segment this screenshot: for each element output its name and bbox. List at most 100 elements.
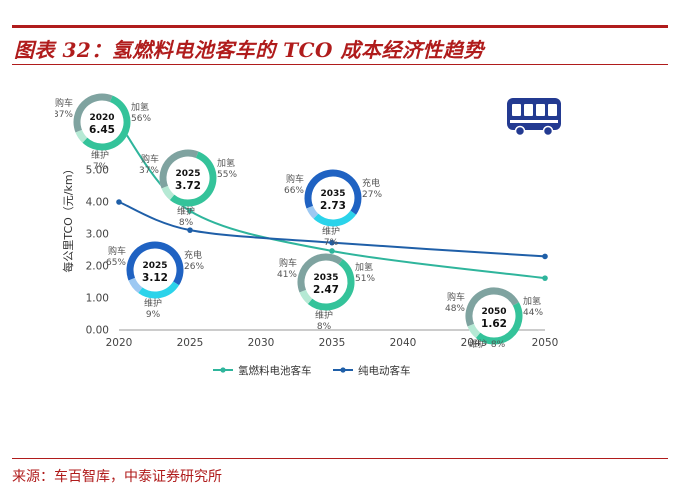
y-axis-label: 每公里TCO（元/km） xyxy=(61,163,75,272)
donut-segment-pct: 7% xyxy=(324,238,339,248)
donut-hole xyxy=(304,169,362,227)
legend-marker xyxy=(340,367,346,373)
bus-icon xyxy=(507,98,561,137)
donut-hole xyxy=(126,241,184,299)
donut-segment-label: 加氢 xyxy=(523,295,541,307)
bus-window xyxy=(524,104,533,116)
bus-stripe xyxy=(510,120,558,123)
donut-segment xyxy=(304,169,362,215)
donut-segment-label: 维护 xyxy=(177,205,195,217)
donut-segment xyxy=(297,253,343,293)
donut-segment-label: 购车 xyxy=(279,257,297,269)
donut-segment xyxy=(467,323,481,338)
donut-value: 1.62 xyxy=(481,318,507,330)
donut-year: 2035 xyxy=(320,189,345,199)
y-tick-label: 0.00 xyxy=(86,325,109,337)
donut-segment-label: 购车 xyxy=(286,173,304,185)
donut-segment xyxy=(73,93,113,133)
legend-label: 纯电动客车 xyxy=(358,364,411,377)
title-rule xyxy=(12,64,668,65)
x-tick-label: 2030 xyxy=(248,337,275,349)
donut-year: 2035 xyxy=(313,273,338,283)
donut-segment-pct: 8% xyxy=(179,218,194,228)
donut-segment-pct: 41% xyxy=(277,270,297,280)
donut-segment-pct: 56% xyxy=(131,114,151,124)
donut-segment-pct: 26% xyxy=(184,262,204,272)
donut-segment-label: 购车 xyxy=(55,97,73,109)
donut-segment xyxy=(475,302,523,345)
donut-segment-label: 充电 xyxy=(184,249,202,261)
donut-segment-pct: 66% xyxy=(284,186,304,196)
donut-value: 2.73 xyxy=(320,200,346,212)
donut-segment-pct: 8% xyxy=(491,340,506,350)
source-note: 来源：车百智库，中泰证券研究所 xyxy=(12,469,222,485)
data-point xyxy=(542,253,548,260)
legend-label: 氢燃料电池客车 xyxy=(238,364,312,377)
donut-segment xyxy=(161,185,175,200)
donut-hole xyxy=(465,287,523,345)
donut-hole xyxy=(297,253,355,311)
donut-segment-pct: 55% xyxy=(217,170,237,180)
donut-segment-label: 购车 xyxy=(141,153,159,165)
bus-wheel xyxy=(542,125,554,137)
donut-segment-label: 维护 xyxy=(469,338,487,350)
donut-segment xyxy=(82,95,131,151)
bus-window xyxy=(512,104,521,116)
donut-segment-pct: 48% xyxy=(445,304,465,314)
donut-segment xyxy=(306,205,319,219)
donut-segment-pct: 9% xyxy=(146,310,161,320)
donut-segment-label: 维护 xyxy=(144,297,162,309)
y-tick-label: 4.00 xyxy=(86,197,109,209)
bus-wheel xyxy=(514,125,526,137)
data-point xyxy=(187,208,193,214)
donut-segment xyxy=(126,241,184,286)
data-point xyxy=(542,275,548,281)
donut-segment-pct: 51% xyxy=(355,274,375,284)
donut-segment-label: 充电 xyxy=(362,177,380,189)
donut-value: 3.72 xyxy=(175,180,201,192)
y-tick-label: 3.00 xyxy=(86,229,109,241)
donut-segment-pct: 37% xyxy=(55,110,73,120)
donut-segment xyxy=(299,289,313,304)
donut-hole xyxy=(159,149,217,207)
donut-year: 2020 xyxy=(89,113,114,123)
donut-segment-pct: 65% xyxy=(106,258,126,268)
donut-segment xyxy=(307,258,355,311)
donut-segment-label: 加氢 xyxy=(217,157,235,169)
data-point xyxy=(187,227,193,233)
donut-segment xyxy=(465,287,519,327)
bus-window xyxy=(536,104,545,116)
donut-segment-label: 维护 xyxy=(315,309,333,321)
bottom-rule xyxy=(12,458,668,459)
y-tick-label: 1.00 xyxy=(86,293,109,305)
donut-year: 2050 xyxy=(481,307,506,317)
x-tick-label: 2035 xyxy=(319,337,346,349)
donut-segment-pct: 8% xyxy=(317,322,332,332)
donut-segment xyxy=(128,277,143,294)
donut-segment-pct: 44% xyxy=(523,308,543,318)
donut-value: 2.47 xyxy=(313,284,339,296)
tco-chart: 0.001.002.003.004.005.006.007.0020202025… xyxy=(55,93,561,377)
series-line xyxy=(118,122,546,280)
legend-marker xyxy=(220,367,226,373)
donut-segment xyxy=(138,281,180,299)
donut-value: 3.12 xyxy=(142,272,168,284)
donut-segment-label: 购车 xyxy=(108,245,126,257)
bus-window xyxy=(548,104,557,116)
y-tick-label: 2.00 xyxy=(86,261,109,273)
data-point xyxy=(329,248,335,254)
donut-segment-pct: 7% xyxy=(93,162,108,172)
x-tick-label: 2025 xyxy=(177,337,204,349)
donut-segment xyxy=(169,151,217,207)
donut-segment xyxy=(313,210,357,227)
x-tick-label: 2040 xyxy=(390,337,417,349)
data-point xyxy=(116,199,122,205)
donut-year: 2025 xyxy=(175,169,200,179)
donut-value: 6.45 xyxy=(89,124,115,136)
